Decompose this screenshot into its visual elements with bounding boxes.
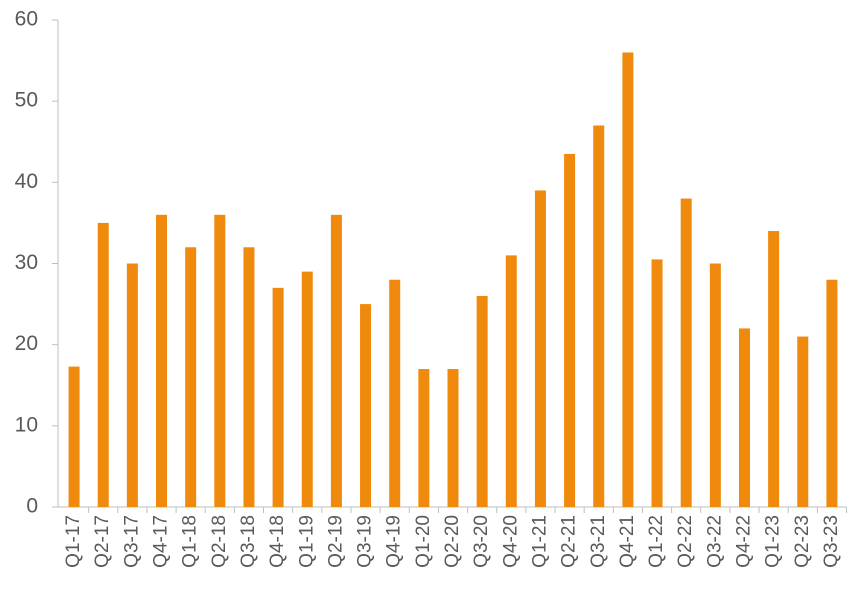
bar xyxy=(447,369,459,507)
y-tick-label: 0 xyxy=(26,495,38,518)
y-tick-label: 40 xyxy=(15,170,38,193)
bar xyxy=(389,279,401,507)
bar xyxy=(738,328,750,507)
x-tick-label: Q1-22 xyxy=(646,515,667,568)
bar xyxy=(418,369,430,507)
bar xyxy=(768,231,780,508)
bar xyxy=(593,125,605,508)
x-tick-label: Q3-18 xyxy=(238,515,259,568)
x-tick-label: Q1-18 xyxy=(180,515,201,568)
x-tick-label: Q1-19 xyxy=(296,515,317,568)
bar xyxy=(243,247,255,507)
x-tick-label: Q1-20 xyxy=(413,515,434,568)
x-tick-label: Q1-23 xyxy=(763,515,784,568)
x-tick-label: Q4-20 xyxy=(500,515,521,568)
bar xyxy=(826,279,838,507)
y-tick-label: 10 xyxy=(15,413,38,436)
y-tick-label: 30 xyxy=(15,251,38,274)
bar xyxy=(272,287,284,507)
x-tick-label: Q2-23 xyxy=(792,515,813,568)
x-tick-label: Q3-22 xyxy=(704,515,725,568)
bar xyxy=(709,263,721,507)
bar xyxy=(185,247,197,507)
bar xyxy=(476,295,488,507)
bar xyxy=(126,263,138,507)
bar xyxy=(622,52,634,507)
bar xyxy=(214,214,226,508)
bar xyxy=(68,366,80,507)
x-tick-label: Q3-17 xyxy=(121,515,142,568)
bar xyxy=(651,259,663,507)
x-tick-label: Q2-18 xyxy=(209,515,230,568)
x-tick-label: Q4-19 xyxy=(384,515,405,568)
bar xyxy=(301,271,313,507)
x-tick-label: Q4-22 xyxy=(733,515,754,568)
x-tick-label: Q4-18 xyxy=(267,515,288,568)
bar xyxy=(797,336,809,507)
y-tick-label: 60 xyxy=(15,8,38,31)
y-tick-label: 50 xyxy=(15,89,38,112)
x-tick-label: Q3-19 xyxy=(355,515,376,568)
bar xyxy=(505,255,517,507)
bar xyxy=(564,153,576,508)
x-tick-label: Q2-21 xyxy=(559,515,580,568)
bar xyxy=(156,214,168,508)
x-tick-label: Q1-17 xyxy=(63,515,84,568)
x-tick-label: Q3-23 xyxy=(821,515,842,568)
x-tick-label: Q2-17 xyxy=(92,515,113,568)
bar xyxy=(680,198,692,508)
x-tick-label: Q2-22 xyxy=(675,515,696,568)
x-tick-label: Q3-20 xyxy=(471,515,492,568)
bar xyxy=(360,304,372,507)
bar xyxy=(330,214,342,508)
x-tick-label: Q1-21 xyxy=(529,515,550,568)
bar xyxy=(534,190,546,507)
x-tick-label: Q2-20 xyxy=(442,515,463,568)
x-tick-label: Q3-21 xyxy=(588,515,609,568)
x-tick-label: Q4-17 xyxy=(151,515,172,568)
x-tick-label: Q2-19 xyxy=(325,515,346,568)
bar xyxy=(97,222,109,507)
x-tick-label: Q4-21 xyxy=(617,515,638,568)
y-tick-label: 20 xyxy=(15,332,38,355)
